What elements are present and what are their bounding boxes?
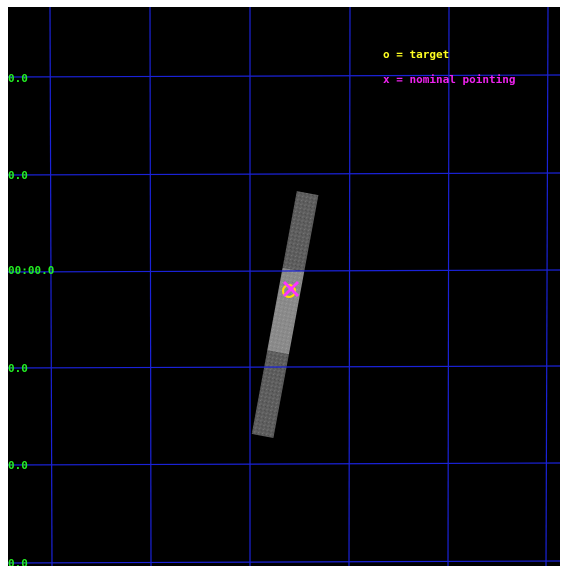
dec-label-6: 0.0 [8, 557, 28, 567]
ra-grid-line [49, 7, 53, 566]
strip-lower-dark [251, 350, 289, 438]
dec-label-3: 00:00.0 [8, 264, 55, 277]
sky-image-canvas [8, 7, 560, 566]
dec-grid-line [8, 74, 560, 78]
dec-grid-line [8, 172, 560, 176]
ra-grid-line [348, 7, 351, 566]
ra-grid-line [149, 7, 152, 566]
sky-image-viewer[interactable]: 0.0 0.0 00:00.0 0.0 0.0 0.0 o = target x… [8, 7, 560, 566]
dec-label-2: 0.0 [8, 169, 28, 182]
strip-upper-dark [282, 191, 319, 272]
dec-grid-line [8, 462, 560, 466]
dec-label-5: 0.0 [8, 459, 28, 472]
coordinate-grid [8, 7, 560, 566]
legend-target: o = target [383, 48, 450, 61]
nominal-pointing-marker [282, 280, 300, 298]
ra-grid-line [447, 7, 450, 566]
ra-grid-line [545, 7, 549, 566]
dec-label-4: 0.0 [8, 362, 28, 375]
dec-grid-line [8, 365, 560, 369]
dec-label-1: 0.0 [8, 72, 28, 85]
dec-grid-line [8, 269, 560, 273]
dec-grid-line [8, 560, 560, 564]
legend-nominal-pointing: x = nominal pointing [383, 73, 516, 86]
